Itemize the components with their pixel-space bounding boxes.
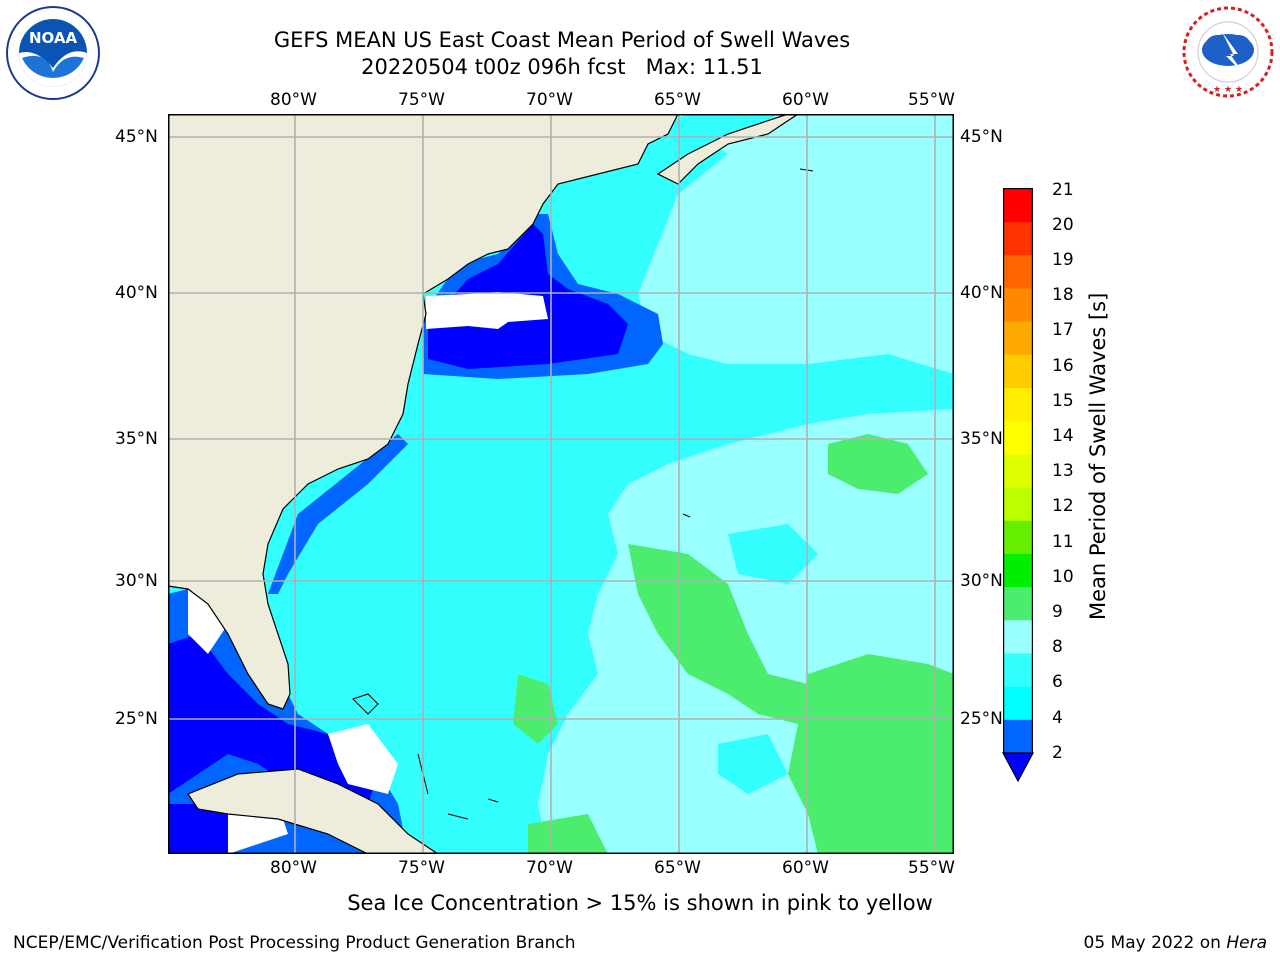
colorbar-swatch (1004, 719, 1032, 754)
lat-label-right: 45°N (960, 127, 1003, 147)
colorbar-tick: 10 (1052, 567, 1074, 587)
colorbar-tick: 14 (1052, 426, 1074, 446)
colorbar-tick: 20 (1052, 215, 1074, 235)
colorbar-tick: 6 (1052, 672, 1063, 692)
colorbar-swatch (1004, 487, 1032, 522)
lon-label-top: 75°W (398, 90, 445, 110)
colorbar-tick: 12 (1052, 496, 1074, 516)
lon-label-bottom: 65°W (654, 858, 701, 878)
footer-machine: Hera (1226, 933, 1267, 953)
graticule (168, 114, 954, 854)
no-data-mid-atlantic (426, 292, 548, 329)
lon-label-bottom: 75°W (398, 858, 445, 878)
colorbar-tick: 11 (1052, 532, 1074, 552)
noaa-logo: NOAA (6, 6, 100, 100)
lat-label-right: 25°N (960, 709, 1003, 729)
colorbar-tick: 13 (1052, 461, 1074, 481)
colorbar-swatch (1004, 520, 1032, 555)
colorbar-swatch (1004, 189, 1032, 223)
period-9-10-sw (513, 674, 558, 744)
colorbar-swatch (1004, 653, 1032, 688)
svg-text:★ ★ ★: ★ ★ ★ (1213, 85, 1243, 95)
colorbar-swatch (1004, 454, 1032, 489)
colorbar-tick: 18 (1052, 285, 1074, 305)
colorbar-swatch (1004, 288, 1032, 323)
land-cuba (187, 768, 440, 854)
colorbar-swatch (1004, 421, 1032, 456)
nws-logo: ★ ★ ★ (1178, 4, 1278, 100)
no-data-bahamas (328, 724, 398, 794)
lon-label-top: 70°W (526, 90, 573, 110)
period-4-6-se-coast (268, 434, 408, 594)
period-9-10-east (788, 654, 954, 854)
lat-label-right: 30°N (960, 571, 1003, 591)
colorbar-tick: 4 (1052, 708, 1063, 728)
footer-credit: NCEP/EMC/Verification Post Processing Pr… (13, 933, 576, 953)
colorbar-tick: 19 (1052, 250, 1074, 270)
period-9-10-central (628, 544, 808, 724)
colorbar-swatch (1004, 255, 1032, 290)
lat-label-left: 30°N (115, 571, 158, 591)
colorbar-swatch (1004, 321, 1032, 356)
lat-label-left: 35°N (115, 429, 158, 449)
map-title: GEFS MEAN US East Coast Mean Period of S… (273, 28, 851, 52)
colorbar-label: Mean Period of Swell Waves [s] (1086, 292, 1110, 620)
map-subtitle: 20220504 t00z 096h fcst Max: 11.51 (361, 55, 763, 79)
swell-period-map (168, 114, 954, 854)
colorbar-tick: 9 (1052, 602, 1063, 622)
lat-label-right: 35°N (960, 429, 1003, 449)
colorbar-swatch (1004, 388, 1032, 422)
colorbar-tick: 15 (1052, 391, 1074, 411)
period-9-10-south (528, 814, 608, 854)
colorbar-tick: 17 (1052, 320, 1074, 340)
colorbar-extend-arrow (1001, 752, 1035, 783)
noaa-logo-text: NOAA (29, 29, 78, 47)
lon-label-top: 65°W (654, 90, 701, 110)
period-2-4-south-corner (168, 804, 228, 854)
colorbar-swatch (1004, 553, 1032, 588)
colorbar-tick: 8 (1052, 637, 1063, 657)
colorbar-tick: 2 (1052, 743, 1063, 763)
lon-label-bottom: 80°W (270, 858, 317, 878)
lat-label-left: 45°N (115, 127, 158, 147)
lon-label-top: 60°W (782, 90, 829, 110)
colorbar-swatch (1004, 587, 1032, 621)
colorbar-swatch (1004, 620, 1032, 655)
lon-label-bottom: 55°W (908, 858, 955, 878)
sea-ice-note: Sea Ice Concentration > 15% is shown in … (347, 891, 933, 915)
colorbar-swatch (1004, 354, 1032, 389)
colorbar-swatch (1004, 686, 1032, 721)
lat-label-left: 25°N (115, 709, 158, 729)
footer-date-text: 05 May 2022 on (1083, 933, 1227, 953)
colorbar-tick: 16 (1052, 356, 1074, 376)
colorbar (1001, 188, 1035, 783)
lat-label-right: 40°N (960, 283, 1003, 303)
lon-label-bottom: 60°W (782, 858, 829, 878)
lat-label-left: 40°N (115, 283, 158, 303)
land-nova-scotia (656, 114, 800, 185)
footer-date: 05 May 2022 on Hera (1084, 933, 1268, 953)
colorbar-tick: 21 (1052, 180, 1074, 200)
lon-label-bottom: 70°W (526, 858, 573, 878)
lon-label-top: 55°W (908, 90, 955, 110)
colorbar-swatch (1004, 222, 1032, 256)
period-9-10-ne (828, 434, 928, 494)
lon-label-top: 80°W (270, 90, 317, 110)
